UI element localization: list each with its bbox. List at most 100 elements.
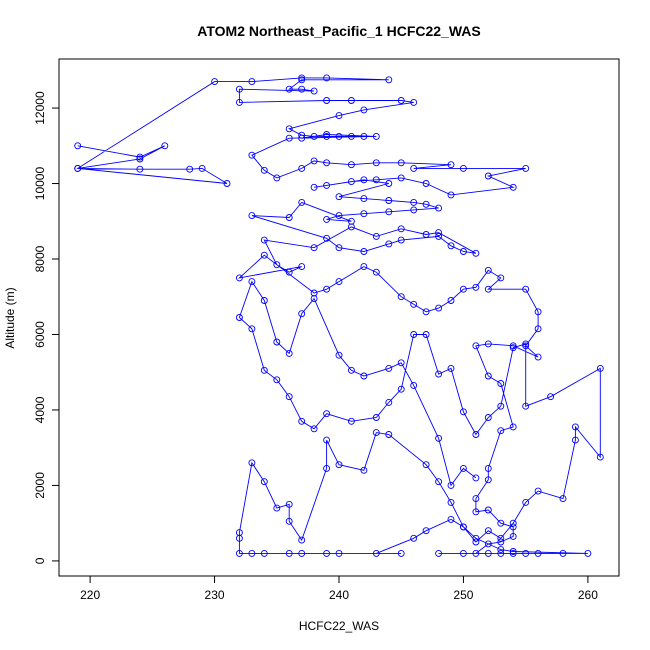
data-point	[198, 164, 206, 172]
data-point	[385, 180, 393, 187]
data-point	[235, 98, 243, 106]
data-point	[484, 527, 492, 535]
data-point	[273, 376, 281, 384]
data-point	[372, 132, 380, 140]
data-point	[323, 97, 331, 104]
data-point	[285, 85, 293, 93]
data-point	[547, 393, 555, 401]
data-point	[260, 236, 268, 244]
data-point	[422, 461, 430, 469]
data-point	[323, 215, 331, 223]
data-point	[447, 498, 455, 506]
series-line	[76, 77, 601, 554]
data-point	[410, 331, 418, 338]
data-point	[559, 495, 567, 503]
data-point	[161, 142, 169, 150]
data-point	[534, 549, 542, 557]
data-point	[497, 402, 505, 410]
data-point	[385, 240, 393, 248]
data-point	[298, 310, 306, 318]
data-point	[522, 285, 530, 293]
data-point	[285, 549, 293, 557]
data-point	[372, 176, 380, 184]
data-point	[310, 244, 318, 252]
data-point	[397, 385, 405, 393]
data-point	[335, 193, 343, 201]
data-point	[397, 159, 405, 167]
x-tick-label: 250	[453, 588, 473, 602]
data-point	[484, 266, 492, 274]
data-point	[397, 549, 405, 557]
data-point	[385, 208, 393, 216]
data-point	[310, 425, 318, 433]
data-point	[273, 504, 281, 512]
data-point	[522, 498, 530, 506]
data-point	[410, 98, 418, 106]
data-point	[323, 234, 331, 242]
data-point	[335, 212, 343, 220]
data-point	[509, 342, 517, 350]
data-point	[323, 74, 331, 82]
data-point	[235, 274, 243, 282]
data-point	[534, 325, 542, 333]
data-point	[484, 172, 492, 180]
data-point	[248, 325, 256, 333]
data-point	[285, 393, 293, 401]
data-point	[509, 183, 517, 191]
data-point	[248, 78, 256, 86]
data-point	[323, 159, 331, 167]
data-point	[459, 164, 467, 172]
data-point	[323, 132, 331, 140]
data-point	[522, 164, 530, 172]
data-point	[472, 283, 480, 291]
data-point	[310, 157, 318, 165]
data-point	[372, 414, 380, 421]
data-point	[484, 549, 492, 557]
data-point	[360, 248, 368, 255]
data-point	[422, 331, 430, 338]
data-point	[248, 212, 256, 220]
data-point	[509, 548, 517, 555]
y-tick-label: 2000	[33, 472, 47, 499]
data-point	[347, 223, 355, 231]
data-point	[360, 466, 368, 474]
data-point	[260, 297, 268, 304]
data-point	[360, 210, 368, 218]
data-point	[285, 349, 293, 357]
data-point	[235, 314, 243, 321]
data-point	[260, 251, 268, 259]
data-point	[472, 508, 480, 516]
data-point	[260, 478, 268, 486]
chart-title: ATOM2 Northeast_Pacific_1 HCFC22_WAS	[197, 23, 480, 39]
data-point	[472, 474, 480, 482]
data-point	[472, 431, 480, 438]
data-point	[285, 214, 293, 221]
data-point	[347, 178, 355, 186]
data-point	[285, 134, 293, 142]
y-tick-label: 4000	[33, 396, 47, 423]
data-point	[435, 304, 443, 312]
data-point	[497, 549, 505, 557]
data-point	[211, 78, 219, 86]
data-point	[347, 161, 355, 169]
y-axis: 0 2000 4000 6000 8000 10000 12000	[33, 91, 60, 564]
data-point	[522, 342, 530, 350]
data-point	[435, 370, 443, 378]
data-point	[571, 436, 579, 444]
data-point	[497, 546, 505, 554]
data-point	[459, 408, 467, 416]
data-point	[323, 410, 331, 418]
data-point	[596, 453, 604, 461]
data-point	[397, 174, 405, 182]
x-axis: 220 230 240 250 260	[80, 575, 598, 602]
data-point	[323, 464, 331, 472]
data-point	[372, 549, 380, 557]
data-point	[447, 242, 455, 250]
data-point	[522, 549, 530, 557]
data-point	[497, 380, 505, 387]
data-points	[74, 74, 604, 557]
data-point	[397, 359, 405, 367]
data-point	[347, 417, 355, 425]
x-tick-label: 220	[80, 588, 100, 602]
